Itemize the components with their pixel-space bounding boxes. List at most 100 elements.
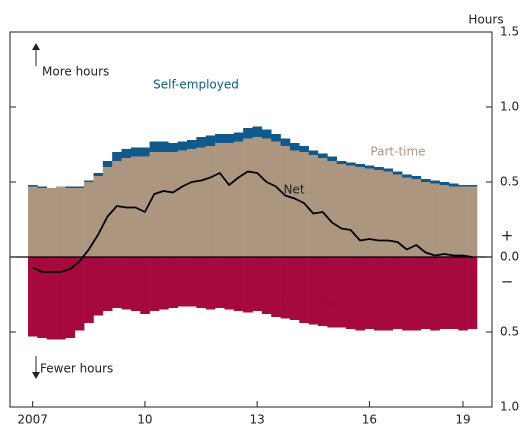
bar — [289, 143, 300, 151]
bar — [261, 138, 272, 257]
bar — [252, 137, 263, 257]
bar — [215, 143, 225, 257]
bar — [84, 257, 94, 323]
bar — [411, 179, 422, 257]
bar — [458, 185, 468, 187]
bar — [46, 257, 57, 340]
bar — [74, 188, 85, 257]
bar — [355, 167, 366, 257]
bar — [467, 257, 478, 329]
bar — [177, 257, 188, 307]
bar — [346, 257, 356, 329]
bar — [168, 257, 178, 308]
bar — [187, 140, 197, 149]
bar — [299, 146, 309, 152]
y-tick-label: 1.5 — [500, 25, 519, 39]
bar — [261, 257, 272, 314]
bar — [233, 141, 244, 257]
bar — [233, 257, 244, 311]
x-tick-label: 10 — [137, 413, 152, 427]
bar — [187, 257, 197, 307]
bar — [158, 141, 169, 152]
bar — [196, 137, 207, 148]
y-tick-label: 1.0 — [500, 400, 519, 414]
bar — [308, 155, 319, 257]
x-tick-label: 16 — [362, 413, 377, 427]
bar — [355, 164, 366, 167]
bar — [458, 257, 468, 331]
bar — [271, 257, 281, 317]
bar — [46, 188, 57, 257]
bar — [252, 257, 263, 311]
bar — [37, 257, 48, 338]
bar — [420, 257, 431, 329]
bar — [224, 257, 235, 310]
bar — [448, 183, 459, 187]
bar — [74, 186, 85, 188]
bar — [243, 257, 253, 313]
bar — [112, 161, 122, 257]
bar — [383, 171, 394, 257]
bar — [289, 257, 300, 320]
bar — [65, 188, 76, 257]
bar — [28, 257, 38, 337]
bar — [280, 138, 291, 146]
bar — [280, 257, 291, 319]
bar — [411, 257, 422, 331]
bar — [28, 186, 38, 257]
bar — [327, 257, 337, 328]
net-line — [32, 170, 473, 273]
bar — [336, 161, 347, 164]
bar — [121, 257, 132, 310]
bar — [374, 170, 384, 257]
bar — [458, 186, 468, 257]
bar — [364, 257, 375, 329]
bar — [74, 257, 85, 331]
bar — [37, 186, 48, 188]
bar — [402, 177, 412, 257]
annotation: + — [501, 227, 514, 245]
bar — [149, 152, 160, 257]
bar — [84, 180, 94, 182]
bar — [327, 156, 337, 161]
bar — [158, 152, 169, 257]
bar — [215, 134, 225, 143]
bar — [28, 185, 38, 187]
bar — [65, 257, 76, 338]
bar — [187, 149, 197, 257]
bar — [56, 257, 66, 340]
y-tick-label: 0.5 — [500, 325, 519, 339]
bar — [374, 167, 384, 170]
bar — [224, 134, 235, 143]
bar — [336, 164, 347, 257]
bar — [411, 176, 422, 179]
bar — [233, 132, 244, 142]
bar — [205, 146, 216, 257]
bar — [177, 141, 188, 151]
bar — [140, 156, 150, 257]
bar — [439, 185, 450, 257]
bar — [374, 257, 384, 331]
bar — [252, 126, 263, 137]
x-tick-label: 13 — [250, 413, 265, 427]
bar — [168, 152, 178, 257]
bar — [327, 161, 337, 257]
bar — [93, 173, 104, 176]
bar — [364, 168, 375, 257]
bar — [439, 257, 450, 329]
y-tick-label: 1.0 — [500, 100, 519, 114]
bar — [130, 147, 141, 157]
bar — [289, 150, 300, 257]
bar — [430, 180, 440, 184]
bar — [261, 129, 272, 139]
bar — [205, 135, 216, 146]
bar — [205, 257, 216, 310]
bar — [196, 257, 207, 308]
bar — [392, 174, 403, 257]
bar — [243, 128, 253, 139]
bar — [430, 257, 440, 331]
bar — [224, 143, 235, 257]
plot-frame — [9, 31, 493, 408]
bar — [149, 257, 160, 311]
